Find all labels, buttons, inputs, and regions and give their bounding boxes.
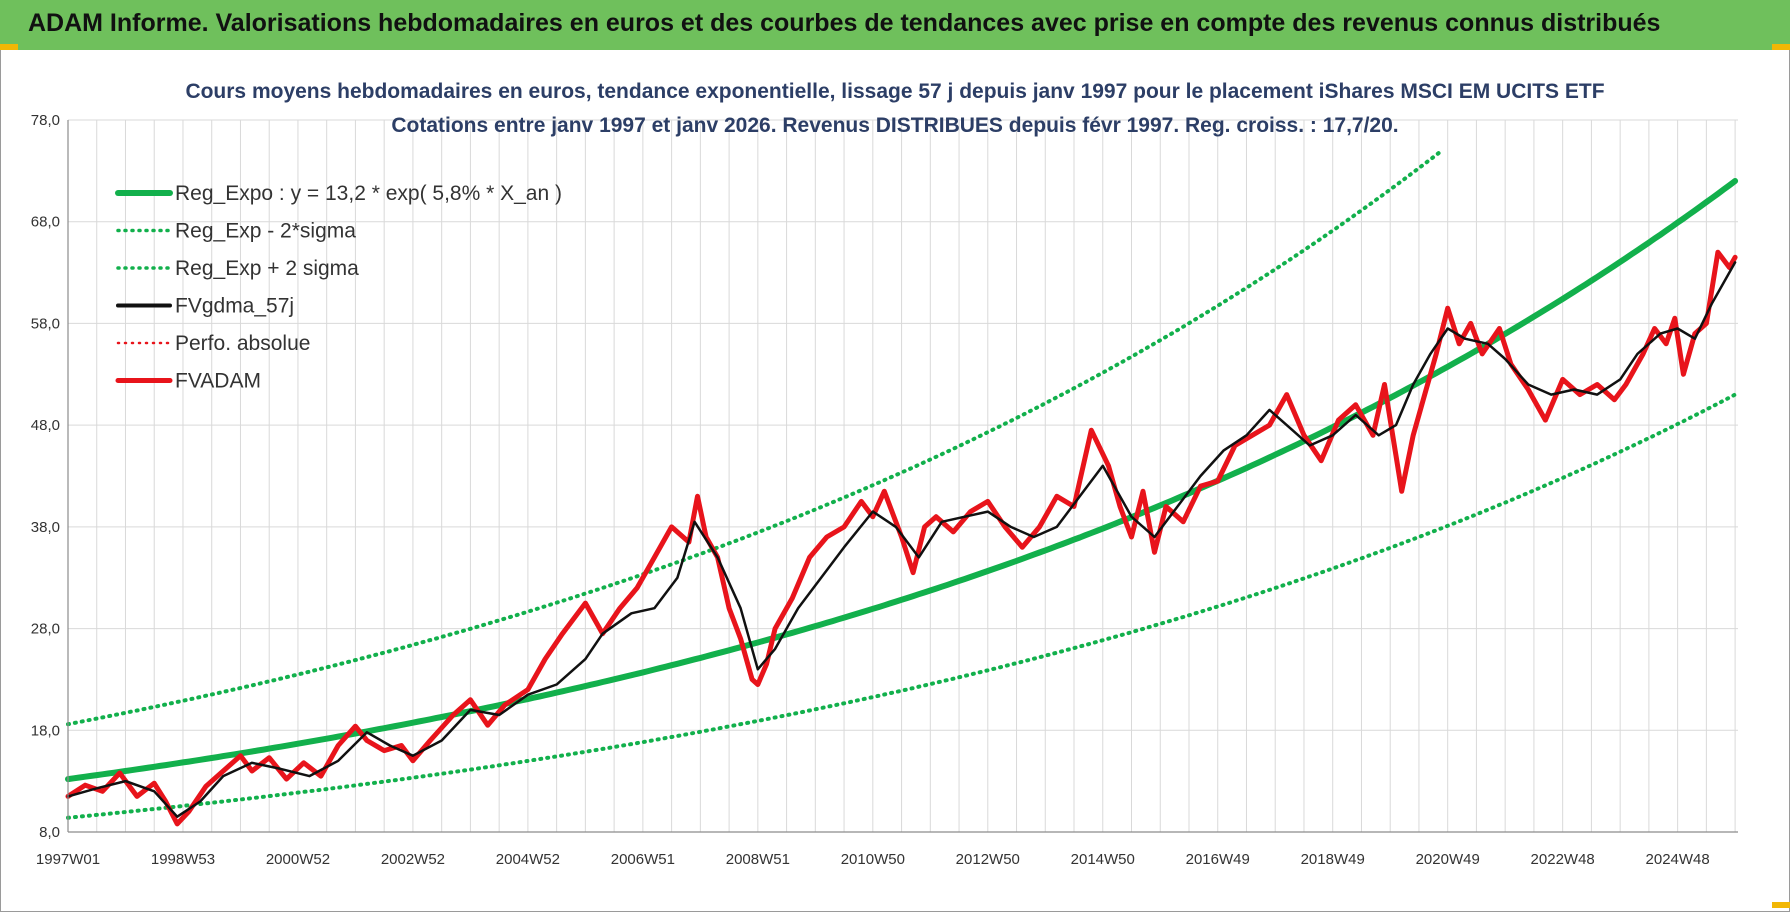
y-tick-label: 18,0 [31,722,60,739]
y-tick-label: 28,0 [31,621,60,638]
x-tick-label: 2006W51 [611,851,675,868]
series-line-reg-exp-2-sigma [66,392,1738,820]
y-tick-label: 68,0 [31,214,60,231]
legend: Reg_Expo : y = 13,2 * exp( 5,8% * X_an )… [115,182,562,393]
series-line-fvadam [65,249,1738,827]
x-tick-label: 2022W48 [1531,851,1595,868]
legend-label: Reg_Expo : y = 13,2 * exp( 5,8% * X_an ) [175,182,562,205]
gridlines [67,119,1738,833]
x-tick-label: 2000W52 [266,851,330,868]
x-tick-label: 2020W49 [1416,851,1480,868]
x-tick-label: 2002W52 [381,851,445,868]
corner-mark-bottom-right [1772,902,1790,908]
x-tick-label: 2016W49 [1186,851,1250,868]
y-tick-label: 78,0 [31,112,60,129]
x-tick-label: 2008W51 [726,851,790,868]
legend-label: Reg_Exp + 2 sigma [175,257,359,280]
chart-title-line1: Cours moyens hebdomadaires en euros, ten… [185,80,1604,103]
y-tick-label: 58,0 [31,315,60,332]
axes: 8,0 18,0 28,0 38,0 48,0 58,0 68,0 78,0 1997W01 19… [31,112,1738,868]
x-tick-label: 1998W53 [151,851,215,868]
legend-label: Perfo. absolue [175,332,310,355]
header-banner: ADAM Informe. Valorisations hebdomadaire… [0,0,1790,50]
y-tick-label: 48,0 [31,417,60,434]
title-background [1565,97,1770,111]
chart-title-line2: Cotations entre janv 1997 et janv 2026. … [391,114,1398,137]
x-tick-label: 2024W48 [1646,851,1710,868]
y-tick-label: 38,0 [31,519,60,536]
banner-title: ADAM Informe. Valorisations hebdomadaire… [28,9,1661,37]
corner-mark-top-right [1772,44,1790,50]
y-tick-label: 8,0 [39,824,60,841]
x-tick-label: 2010W50 [841,851,905,868]
series-line-reg-exp-2-sigma [66,148,1444,727]
series-layer [65,148,1739,827]
x-tick-label: 2004W52 [496,851,560,868]
legend-label: Reg_Exp - 2*sigma [175,220,356,243]
legend-label: FVgdma_57j [175,295,294,318]
x-tick-label: 2012W50 [956,851,1020,868]
corner-mark-top-left [0,44,18,50]
x-tick-label: 1997W01 [36,851,100,868]
series-line-fvgdma-57j [66,261,1737,818]
x-tick-label: 2014W50 [1071,851,1135,868]
x-tick-label: 2018W49 [1301,851,1365,868]
legend-label: FVADAM [175,370,261,393]
